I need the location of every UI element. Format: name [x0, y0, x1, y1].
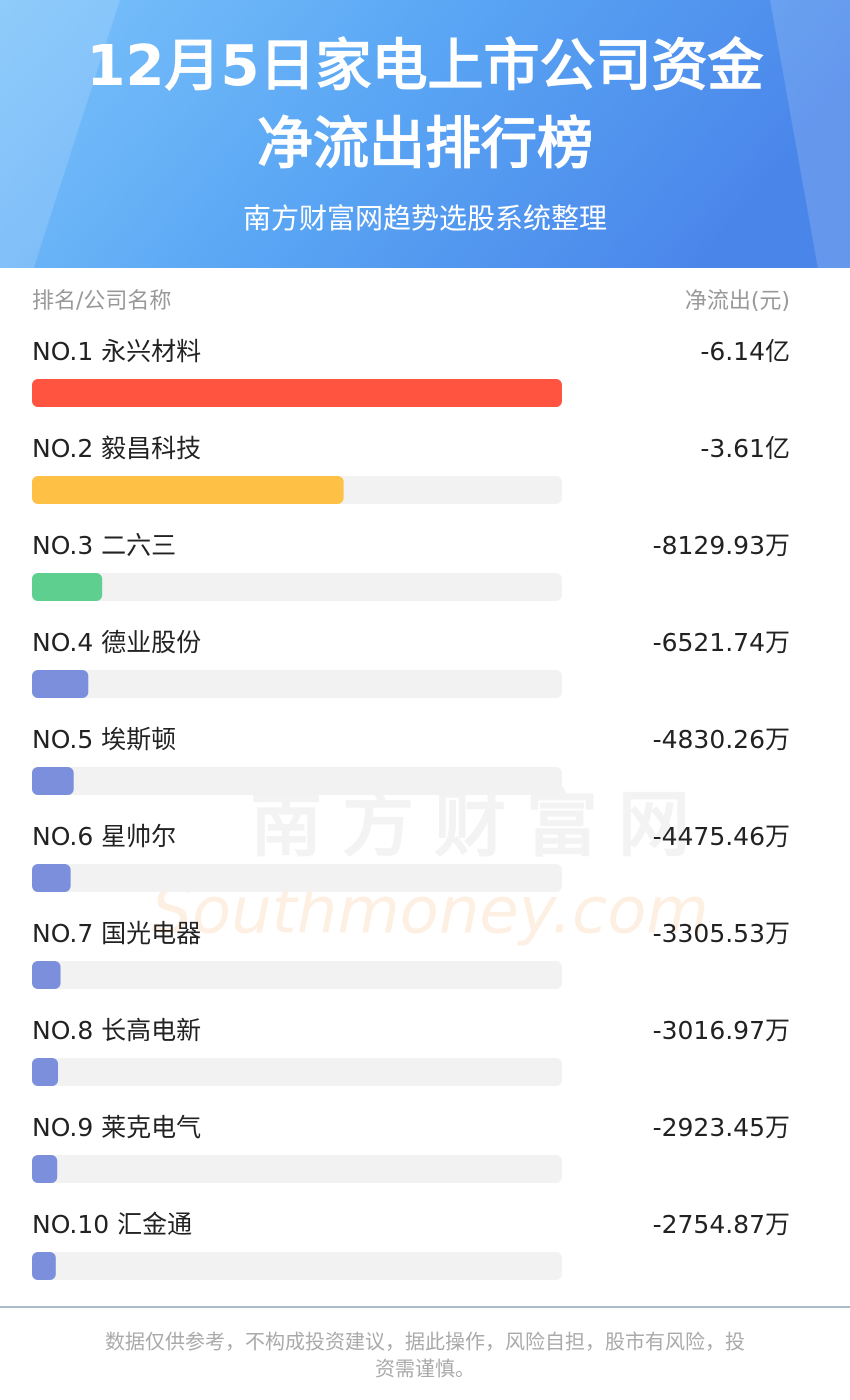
header-background — [0, 0, 850, 300]
rows: NO.1 永兴材料 -6.14亿 NO.2 毅昌科技 -3.61亿 NO.3 二六三 -8… — [32, 337, 790, 1280]
value-label: -3.61亿 — [700, 434, 790, 463]
header-decoration — [0, 0, 120, 280]
row-label: NO.5 埃斯顿 — [32, 725, 176, 754]
title-line: 净流出排行榜 — [257, 112, 593, 177]
card-fill — [0, 268, 850, 1400]
row-label: NO.8 长高电新 — [32, 1016, 201, 1045]
bar — [32, 864, 71, 892]
value-label: -4830.26万 — [653, 725, 790, 754]
footer-line: 资需谨慎。 — [375, 1357, 475, 1381]
bar — [32, 379, 562, 407]
bar — [32, 961, 61, 989]
title-line: 12月5日家电上市公司资金 — [87, 34, 765, 99]
bar — [32, 1058, 59, 1086]
row-label: NO.1 永兴材料 — [32, 337, 201, 366]
bar-track — [32, 961, 562, 989]
bar — [32, 1252, 56, 1280]
value-label: -3016.97万 — [653, 1016, 790, 1045]
row-label: NO.10 汇金通 — [32, 1210, 192, 1239]
value-label: -3305.53万 — [653, 919, 790, 948]
bar — [32, 476, 344, 504]
value-label: -4475.46万 — [653, 822, 790, 851]
column-header: 净流出(元) — [685, 289, 790, 314]
bar-track — [32, 767, 562, 795]
card — [16, 268, 834, 308]
bar-track — [32, 670, 562, 698]
header-decoration — [770, 0, 850, 280]
value-label: -2923.45万 — [653, 1113, 790, 1142]
watermark: 南方财富网 — [250, 783, 710, 867]
bar-track — [32, 1058, 562, 1086]
subtitle: 南方财富网趋势选股系统整理 — [243, 202, 607, 235]
bar — [32, 767, 74, 795]
row-label: NO.7 国光电器 — [32, 919, 201, 948]
row-label: NO.9 莱克电气 — [32, 1113, 201, 1142]
bar — [32, 1155, 58, 1183]
row-label: NO.3 二六三 — [32, 531, 176, 560]
bar-track — [32, 1252, 562, 1280]
value-label: -8129.93万 — [653, 531, 790, 560]
bar-track — [32, 1155, 562, 1183]
value-label: -2754.87万 — [653, 1210, 790, 1239]
bar — [32, 573, 103, 601]
footer-line: 数据仅供参考，不构成投资建议，据此操作，风险自担，股市有风险，投 — [105, 1330, 745, 1354]
value-label: -6.14亿 — [700, 337, 790, 366]
column-header: 排名/公司名称 — [32, 289, 171, 314]
value-label: -6521.74万 — [653, 628, 790, 657]
bar-track — [32, 864, 562, 892]
row-label: NO.4 德业股份 — [32, 628, 201, 657]
bar — [32, 670, 89, 698]
row-label: NO.6 星帅尔 — [32, 822, 176, 851]
row-label: NO.2 毅昌科技 — [32, 434, 201, 463]
bar-track — [32, 573, 562, 601]
